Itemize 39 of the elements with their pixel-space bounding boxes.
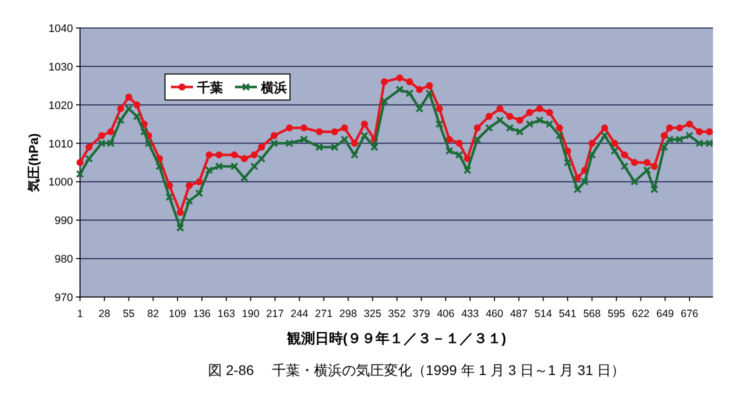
y-tick-label: 1040 xyxy=(48,23,73,35)
x-tick-label: 433 xyxy=(461,308,480,320)
x-tick-label: 190 xyxy=(242,308,260,320)
y-tick-label: 1010 xyxy=(48,138,73,150)
y-tick-label: 970 xyxy=(54,292,73,304)
y-tick-label: 1020 xyxy=(48,100,73,112)
x-tick-label: 325 xyxy=(364,308,382,320)
x-tick-label: 163 xyxy=(218,308,236,320)
x-tick-label: 28 xyxy=(98,308,110,320)
x-tick-label: 676 xyxy=(680,308,698,320)
x-tick-label: 541 xyxy=(558,308,577,320)
y-tick-label: 990 xyxy=(54,215,73,228)
x-tick-label: 244 xyxy=(290,308,308,320)
x-tick-label: 298 xyxy=(339,308,358,320)
legend-label: 千葉 xyxy=(196,80,223,95)
x-tick-label: 379 xyxy=(412,308,430,320)
x-tick-label: 595 xyxy=(608,308,626,320)
x-tick-label: 406 xyxy=(436,308,455,320)
x-tick-label: 217 xyxy=(266,308,284,320)
x-axis-title: 観測日時(９９年１／３－１／３１) xyxy=(286,330,506,346)
x-tick-label: 82 xyxy=(147,308,160,320)
x-tick-label: 136 xyxy=(193,308,211,320)
x-tick-label: 622 xyxy=(632,308,650,320)
legend-label: 横浜 xyxy=(260,80,287,95)
x-tick-label: 271 xyxy=(315,308,333,320)
y-tick-label: 980 xyxy=(54,254,73,266)
y-axis-title: 気圧(hPa) xyxy=(26,133,41,193)
x-tick-label: 460 xyxy=(486,308,504,320)
x-tick-label: 109 xyxy=(168,308,186,320)
x-tick-label: 487 xyxy=(510,308,528,320)
x-tick-label: 568 xyxy=(583,308,601,320)
y-tick-label: 1030 xyxy=(48,61,73,74)
y-tick-label: 1000 xyxy=(48,176,73,189)
caption: 図 2-86 千葉・横浜の気圧変化（1999 年 1 月 3 日～1 月 31 日） xyxy=(208,362,625,378)
x-tick-label: 514 xyxy=(534,308,552,320)
x-tick-label: 1 xyxy=(77,308,84,320)
x-tick-label: 55 xyxy=(122,308,135,320)
x-tick-label: 649 xyxy=(656,308,674,320)
x-tick-label: 352 xyxy=(388,308,406,320)
